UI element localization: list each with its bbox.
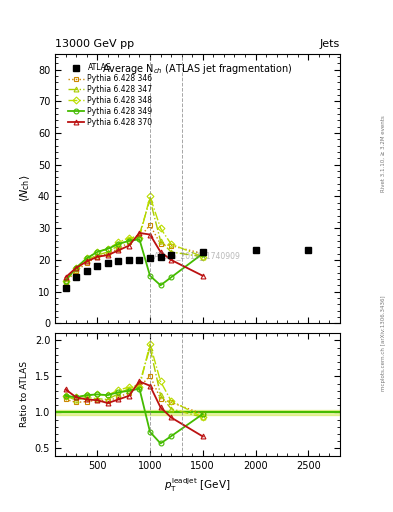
Pythia 6.428 346 xyxy=(95,253,99,260)
Pythia 6.428 348 xyxy=(95,249,99,255)
Pythia 6.428 349 xyxy=(200,250,205,257)
Pythia 6.428 347 xyxy=(84,257,89,263)
Pythia 6.428 349 xyxy=(158,282,163,288)
Pythia 6.428 370 xyxy=(105,252,110,258)
Pythia 6.428 370 xyxy=(200,273,205,279)
Pythia 6.428 346 xyxy=(74,268,79,274)
Pythia 6.428 346 xyxy=(127,240,131,246)
Pythia 6.428 347 xyxy=(116,243,121,249)
Text: Rivet 3.1.10, ≥ 3.2M events: Rivet 3.1.10, ≥ 3.2M events xyxy=(381,115,386,192)
ATLAS xyxy=(253,247,258,253)
Pythia 6.428 346 xyxy=(158,241,163,247)
Pythia 6.428 348 xyxy=(137,234,142,241)
ATLAS xyxy=(127,257,131,263)
Line: ATLAS: ATLAS xyxy=(62,247,311,291)
Pythia 6.428 370 xyxy=(116,247,121,253)
ATLAS xyxy=(137,257,142,263)
Pythia 6.428 346 xyxy=(105,250,110,257)
Pythia 6.428 346 xyxy=(116,246,121,252)
Pythia 6.428 348 xyxy=(127,234,131,241)
Pythia 6.428 349 xyxy=(148,273,152,279)
ATLAS xyxy=(63,285,68,291)
Pythia 6.428 348 xyxy=(74,265,79,271)
Pythia 6.428 347 xyxy=(105,249,110,255)
Pythia 6.428 349 xyxy=(127,238,131,244)
Pythia 6.428 347 xyxy=(74,266,79,272)
Pythia 6.428 346 xyxy=(137,234,142,241)
Pythia 6.428 370 xyxy=(137,230,142,236)
Pythia 6.428 348 xyxy=(84,255,89,262)
Pythia 6.428 347 xyxy=(137,231,142,238)
ATLAS xyxy=(158,253,163,260)
Pythia 6.428 347 xyxy=(127,236,131,242)
Pythia 6.428 370 xyxy=(169,257,173,263)
Legend: ATLAS, Pythia 6.428 346, Pythia 6.428 347, Pythia 6.428 348, Pythia 6.428 349, P: ATLAS, Pythia 6.428 346, Pythia 6.428 34… xyxy=(64,60,156,130)
Pythia 6.428 348 xyxy=(116,240,121,246)
Pythia 6.428 370 xyxy=(63,274,68,281)
Pythia 6.428 370 xyxy=(74,265,79,271)
Line: Pythia 6.428 349: Pythia 6.428 349 xyxy=(63,237,205,288)
ATLAS xyxy=(306,247,310,253)
Pythia 6.428 349 xyxy=(84,255,89,262)
Pythia 6.428 347 xyxy=(169,249,173,255)
Text: mcplots.cern.ch [arXiv:1306.3436]: mcplots.cern.ch [arXiv:1306.3436] xyxy=(381,295,386,391)
Pythia 6.428 347 xyxy=(158,238,163,244)
Pythia 6.428 347 xyxy=(63,278,68,284)
Line: Pythia 6.428 348: Pythia 6.428 348 xyxy=(63,194,205,283)
Pythia 6.428 370 xyxy=(158,249,163,255)
ATLAS xyxy=(116,259,121,265)
Y-axis label: $\langle N_{\rm ch} \rangle$: $\langle N_{\rm ch} \rangle$ xyxy=(18,175,32,202)
ATLAS xyxy=(169,252,173,258)
Pythia 6.428 349 xyxy=(95,249,99,255)
Pythia 6.428 348 xyxy=(148,194,152,200)
Pythia 6.428 349 xyxy=(116,241,121,247)
Text: 13000 GeV pp: 13000 GeV pp xyxy=(55,38,134,49)
Pythia 6.428 370 xyxy=(148,231,152,238)
Pythia 6.428 349 xyxy=(169,274,173,281)
ATLAS xyxy=(74,274,79,281)
ATLAS xyxy=(148,255,152,262)
Pythia 6.428 347 xyxy=(200,253,205,260)
Pythia 6.428 346 xyxy=(169,243,173,249)
Pythia 6.428 348 xyxy=(63,278,68,284)
Pythia 6.428 370 xyxy=(127,243,131,249)
Pythia 6.428 348 xyxy=(200,253,205,260)
ATLAS xyxy=(105,260,110,266)
Pythia 6.428 349 xyxy=(74,265,79,271)
Text: Jets: Jets xyxy=(320,38,340,49)
Pythia 6.428 347 xyxy=(95,252,99,258)
Pythia 6.428 347 xyxy=(148,197,152,203)
Pythia 6.428 346 xyxy=(63,279,68,285)
Pythia 6.428 346 xyxy=(84,260,89,266)
Pythia 6.428 349 xyxy=(105,246,110,252)
Pythia 6.428 349 xyxy=(137,236,142,242)
ATLAS xyxy=(95,263,99,269)
ATLAS xyxy=(200,249,205,255)
Pythia 6.428 346 xyxy=(148,222,152,228)
Line: Pythia 6.428 370: Pythia 6.428 370 xyxy=(63,230,205,280)
Line: Pythia 6.428 346: Pythia 6.428 346 xyxy=(63,223,205,285)
X-axis label: $p_{\rm T}^{\rm leadjet}$ [GeV]: $p_{\rm T}^{\rm leadjet}$ [GeV] xyxy=(164,476,231,494)
Y-axis label: Ratio to ATLAS: Ratio to ATLAS xyxy=(20,361,29,428)
Pythia 6.428 348 xyxy=(158,225,163,231)
Text: Average N$_{ch}$ (ATLAS jet fragmentation): Average N$_{ch}$ (ATLAS jet fragmentatio… xyxy=(102,62,293,76)
Line: Pythia 6.428 347: Pythia 6.428 347 xyxy=(63,197,205,283)
Pythia 6.428 370 xyxy=(95,253,99,260)
Pythia 6.428 370 xyxy=(84,259,89,265)
Pythia 6.428 348 xyxy=(169,241,173,247)
Bar xyxy=(55,410,340,415)
ATLAS xyxy=(84,268,89,274)
Text: ATLAS_2019_I1740909: ATLAS_2019_I1740909 xyxy=(154,251,241,261)
Pythia 6.428 348 xyxy=(105,246,110,252)
Pythia 6.428 349 xyxy=(63,278,68,284)
Pythia 6.428 346 xyxy=(200,250,205,257)
